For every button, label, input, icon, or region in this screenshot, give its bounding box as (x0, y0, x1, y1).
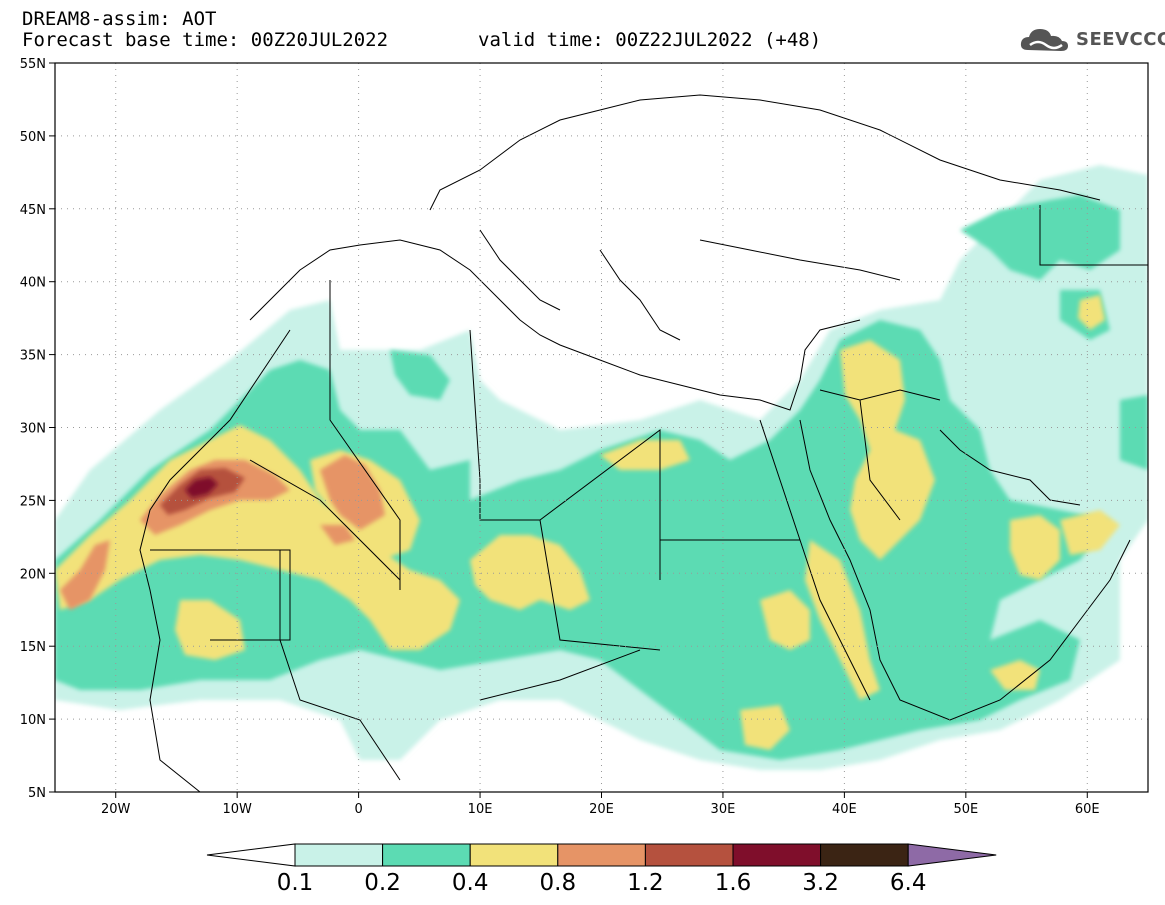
colorbar-swatch (732, 843, 822, 867)
colorbar-swatch (820, 843, 909, 867)
colorbar-swatch (294, 843, 384, 867)
lat-tick-label: 40N (20, 276, 46, 291)
lat-tick-label: 20N (20, 567, 46, 582)
colorbar-label: 0.1 (277, 870, 314, 896)
logo-text: SEEVCCC (1076, 29, 1165, 50)
lat-tick-label: 5N (28, 786, 46, 801)
aot-level-1.6 (185, 477, 218, 498)
lon-tick-label: 20E (589, 802, 614, 817)
lat-tick-label: 45N (20, 203, 46, 218)
lon-tick-label: 50E (953, 802, 978, 817)
aot-level-0.8 (60, 455, 385, 610)
colorbar-label: 6.4 (890, 870, 927, 896)
graticule (55, 63, 1148, 792)
lat-tick-label: 50N (20, 130, 46, 145)
cloud-icon (1020, 29, 1068, 51)
forecast-base-time: Forecast base time: 00Z20JUL2022 (22, 29, 389, 51)
aot-level-0.4 (55, 295, 1120, 750)
lon-tick-label: 60E (1075, 802, 1100, 817)
colorbar-above-arrow (907, 843, 997, 867)
valid-time: valid time: 00Z22JUL2022 (+48) (478, 29, 822, 51)
aot-field (55, 165, 1148, 770)
colorbar-label: 1.6 (715, 870, 752, 896)
lon-tick-label: 40E (832, 802, 857, 817)
coastlines (139, 94, 1148, 792)
lat-tick-label: 55N (20, 57, 46, 72)
lon-tick-label: 30E (711, 802, 736, 817)
lat-tick-label: 35N (20, 349, 46, 364)
lon-tick-label: 10W (222, 802, 252, 817)
colorbar-label: 0.2 (364, 870, 401, 896)
axis-ticks: 20W 10W 0 10E 20E 30E 40E 50E 60E 5N 10N 15N 20N 25N 3… (20, 57, 1100, 817)
lat-tick-label: 30N (20, 422, 46, 437)
colorbar-swatch (644, 843, 734, 867)
lon-tick-label: 10E (468, 802, 493, 817)
colorbar-label: 0.4 (452, 870, 489, 896)
colorbar-below-arrow (206, 843, 296, 867)
colorbar-label: 1.2 (627, 870, 664, 896)
colorbar: 0.1 0.2 0.4 0.8 1.2 1.6 3.2 6.4 (206, 843, 997, 896)
lat-tick-label: 15N (20, 640, 46, 655)
colorbar-label: 3.2 (802, 870, 839, 896)
lon-tick-label: 20W (101, 802, 131, 817)
lat-tick-label: 25N (20, 494, 46, 509)
lon-tick-label: 0 (354, 802, 362, 817)
colorbar-swatch (382, 843, 471, 867)
lat-tick-label: 10N (20, 713, 46, 728)
colorbar-swatch (469, 843, 559, 867)
colorbar-label: 0.8 (540, 870, 577, 896)
seevccc-logo: SEEVCCC (1018, 24, 1165, 56)
colorbar-swatch (557, 843, 646, 867)
map-title: DREAM8-assim: AOT (22, 8, 217, 30)
